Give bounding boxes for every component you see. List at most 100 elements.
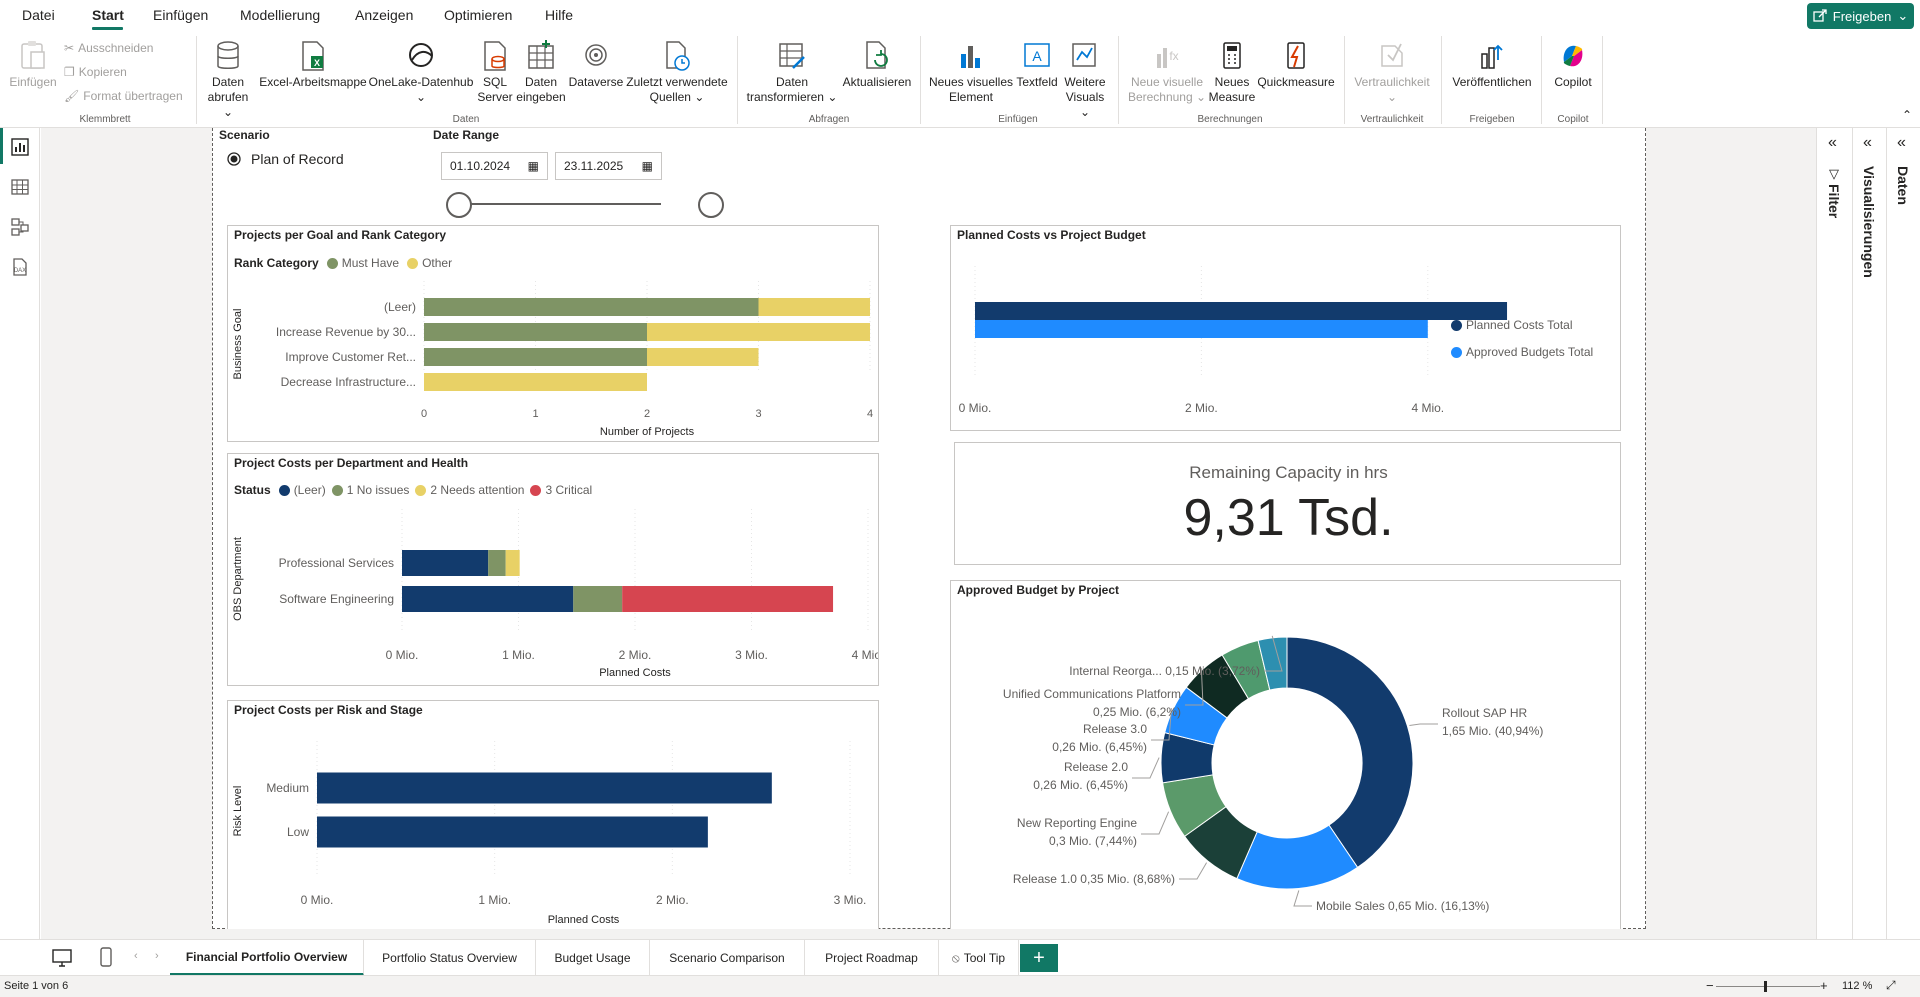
model-view-icon[interactable] bbox=[10, 217, 30, 237]
tab-tool-tip[interactable]: ⦸ Tool Tip bbox=[939, 940, 1019, 976]
more-visuals-button[interactable]: Weitere Visuals ⌄ bbox=[1060, 40, 1110, 120]
copy-label: Kopieren bbox=[78, 65, 127, 79]
quick-measure-button[interactable]: Quickmeasure bbox=[1256, 40, 1336, 90]
date-from-input[interactable]: 01.10.2024 ▦ bbox=[441, 152, 548, 180]
visual-projects-per-goal[interactable]: Projects per Goal and Rank Category Rank… bbox=[227, 225, 879, 442]
menu-modellierung[interactable]: Modellierung bbox=[240, 7, 321, 23]
sql-server-button[interactable]: SQL Server bbox=[474, 40, 516, 105]
collapse-ribbon-icon[interactable]: ⌃ bbox=[1902, 108, 1913, 122]
expand-pane-icon[interactable]: « bbox=[1828, 134, 1837, 151]
group-separator bbox=[920, 36, 921, 124]
format-painter-button[interactable]: 🖌 Format übertragen bbox=[64, 89, 183, 103]
get-data-button[interactable]: Daten abrufen ⌄ bbox=[202, 40, 254, 120]
tab-project-roadmap[interactable]: Project Roadmap bbox=[805, 940, 939, 976]
menu-optimieren[interactable]: Optimieren bbox=[444, 7, 513, 23]
legend-entry[interactable]: Other bbox=[422, 256, 453, 270]
chart-legend-entry[interactable]: Approved Budgets Total bbox=[1451, 345, 1593, 359]
data-group-label: Daten bbox=[452, 114, 480, 125]
radio-selected-icon[interactable] bbox=[227, 152, 241, 166]
legend-entry[interactable]: 3 Critical bbox=[545, 483, 593, 497]
excel-button[interactable]: X Excel-Arbeitsmappe bbox=[259, 40, 367, 90]
scenario-option[interactable]: Plan of Record bbox=[227, 151, 344, 167]
date-slicer-title: Date Range bbox=[433, 128, 500, 142]
transform-icon bbox=[779, 43, 805, 69]
dataverse-label: Dataverse bbox=[568, 75, 624, 89]
visual-costs-per-department[interactable]: Project Costs per Department and Health … bbox=[227, 453, 879, 686]
legend-entry[interactable]: 1 No issues bbox=[346, 483, 410, 497]
expand-pane-icon[interactable]: « bbox=[1863, 134, 1872, 151]
visual-approved-budget-by-project[interactable]: Approved Budget by Project Rollout SAP H… bbox=[950, 580, 1621, 929]
expand-pane-icon[interactable]: « bbox=[1897, 134, 1906, 151]
new-visual-calc-button[interactable]: fx Neue visuelle Berechnung ⌄ bbox=[1124, 40, 1210, 105]
dax-query-icon[interactable]: DAX bbox=[10, 257, 30, 277]
calendar-icon[interactable]: ▦ bbox=[641, 159, 653, 173]
date-range-start-handle[interactable] bbox=[446, 192, 472, 218]
format-painter-label: Format übertragen bbox=[83, 89, 183, 103]
tab-portfolio-status-overview[interactable]: Portfolio Status Overview bbox=[364, 940, 536, 976]
mobile-layout-icon[interactable] bbox=[100, 947, 112, 967]
visualizations-pane[interactable]: « Visualisierungen bbox=[1852, 128, 1886, 939]
paste-button[interactable]: Einfügen bbox=[8, 40, 58, 90]
zoom-in-icon[interactable]: + bbox=[1820, 978, 1828, 993]
textbox-button[interactable]: A Textfeld bbox=[1014, 40, 1060, 90]
visual-planned-vs-budget[interactable]: Planned Costs vs Project Budget Planned … bbox=[950, 225, 1621, 431]
legend-entry: Approved Budgets Total bbox=[1466, 345, 1594, 359]
zoom-out-icon[interactable]: − bbox=[1706, 978, 1714, 993]
sensitivity-button[interactable]: Vertraulichkeit ⌄ bbox=[1350, 40, 1434, 105]
publish-button[interactable]: Veröffentlichen bbox=[1446, 40, 1538, 90]
legend-entry[interactable]: Must Have bbox=[341, 256, 400, 270]
calendar-icon[interactable]: ▦ bbox=[527, 159, 539, 173]
copilot-button[interactable]: Copilot bbox=[1546, 40, 1600, 90]
data-pane[interactable]: « Daten bbox=[1886, 128, 1920, 939]
menu-einfuegen[interactable]: Einfügen bbox=[153, 7, 209, 23]
date-range-end-handle[interactable] bbox=[698, 192, 724, 218]
onelake-button[interactable]: OneLake-Datenhub ⌄ bbox=[368, 40, 474, 105]
x-tick-label: 0 Mio. bbox=[386, 648, 419, 662]
svg-text:DAX: DAX bbox=[14, 268, 26, 274]
menu-anzeigen[interactable]: Anzeigen bbox=[355, 7, 414, 23]
new-measure-button[interactable]: Neues Measure bbox=[1208, 40, 1256, 105]
ribbon: Einfügen ✂ Ausschneiden ❐ Kopieren 🖌 Format… bbox=[0, 32, 1920, 128]
new-visual-button[interactable]: Neues visuelles Element bbox=[926, 40, 1016, 105]
scroll-right-icon[interactable]: › bbox=[155, 950, 159, 962]
tab-budget-usage[interactable]: Budget Usage bbox=[536, 940, 650, 976]
scenario-slicer-title: Scenario bbox=[219, 128, 270, 142]
scroll-left-icon[interactable]: ‹ bbox=[134, 950, 138, 962]
date-to-input[interactable]: 23.11.2025 ▦ bbox=[555, 152, 662, 180]
dataverse-button[interactable]: Dataverse bbox=[568, 40, 624, 90]
donut-data-label: Release 3.0 bbox=[1083, 722, 1147, 736]
legend-entry[interactable]: 2 Needs attention bbox=[430, 483, 525, 497]
filter-pane[interactable]: « ▽ Filter bbox=[1816, 128, 1852, 939]
share-button[interactable]: Freigeben ⌄ bbox=[1807, 3, 1914, 29]
report-view-icon[interactable] bbox=[10, 137, 30, 157]
visual-remaining-capacity-card[interactable]: Remaining Capacity in hrs 9,31 Tsd. bbox=[954, 442, 1621, 565]
menu-start[interactable]: Start bbox=[92, 7, 124, 23]
leader-line bbox=[1151, 707, 1172, 741]
zoom-slider-track[interactable] bbox=[1716, 986, 1820, 987]
desktop-layout-icon[interactable] bbox=[52, 949, 72, 967]
chart-legend-entry[interactable]: Planned Costs Total bbox=[1451, 318, 1573, 332]
refresh-button[interactable]: Aktualisieren bbox=[840, 40, 914, 90]
cut-button[interactable]: ✂ Ausschneiden bbox=[64, 41, 153, 55]
recent-sources-button[interactable]: Zuletzt verwendete Quellen ⌄ bbox=[624, 40, 730, 105]
transform-data-button[interactable]: Daten transformieren ⌄ bbox=[744, 40, 840, 105]
fit-to-page-icon[interactable]: ⤢ bbox=[1886, 978, 1896, 992]
copy-icon: ❐ bbox=[64, 65, 75, 79]
category-label: Increase Revenue by 30... bbox=[276, 325, 416, 339]
legend-entry[interactable]: (Leer) bbox=[293, 483, 326, 497]
tab-financial-portfolio-overview[interactable]: Financial Portfolio Overview bbox=[170, 940, 364, 976]
table-view-icon[interactable] bbox=[10, 177, 30, 197]
donut-data-label: Unified Communications Platform bbox=[1003, 687, 1181, 701]
copy-button[interactable]: ❐ Kopieren bbox=[64, 65, 127, 79]
menu-hilfe[interactable]: Hilfe bbox=[545, 7, 574, 23]
publish-icon bbox=[1481, 44, 1503, 69]
visual-costs-per-risk[interactable]: Project Costs per Risk and Stage 0 Mio. 1… bbox=[227, 700, 879, 929]
group-separator bbox=[196, 36, 197, 124]
enter-data-button[interactable]: Daten eingeben bbox=[516, 40, 566, 105]
calculator-icon bbox=[1223, 42, 1241, 69]
tab-scenario-comparison[interactable]: Scenario Comparison bbox=[650, 940, 805, 976]
sql-server-icon bbox=[484, 41, 506, 71]
menu-datei[interactable]: Datei bbox=[22, 7, 55, 23]
add-page-button[interactable]: + bbox=[1020, 944, 1058, 972]
zoom-slider-thumb[interactable] bbox=[1764, 981, 1767, 992]
